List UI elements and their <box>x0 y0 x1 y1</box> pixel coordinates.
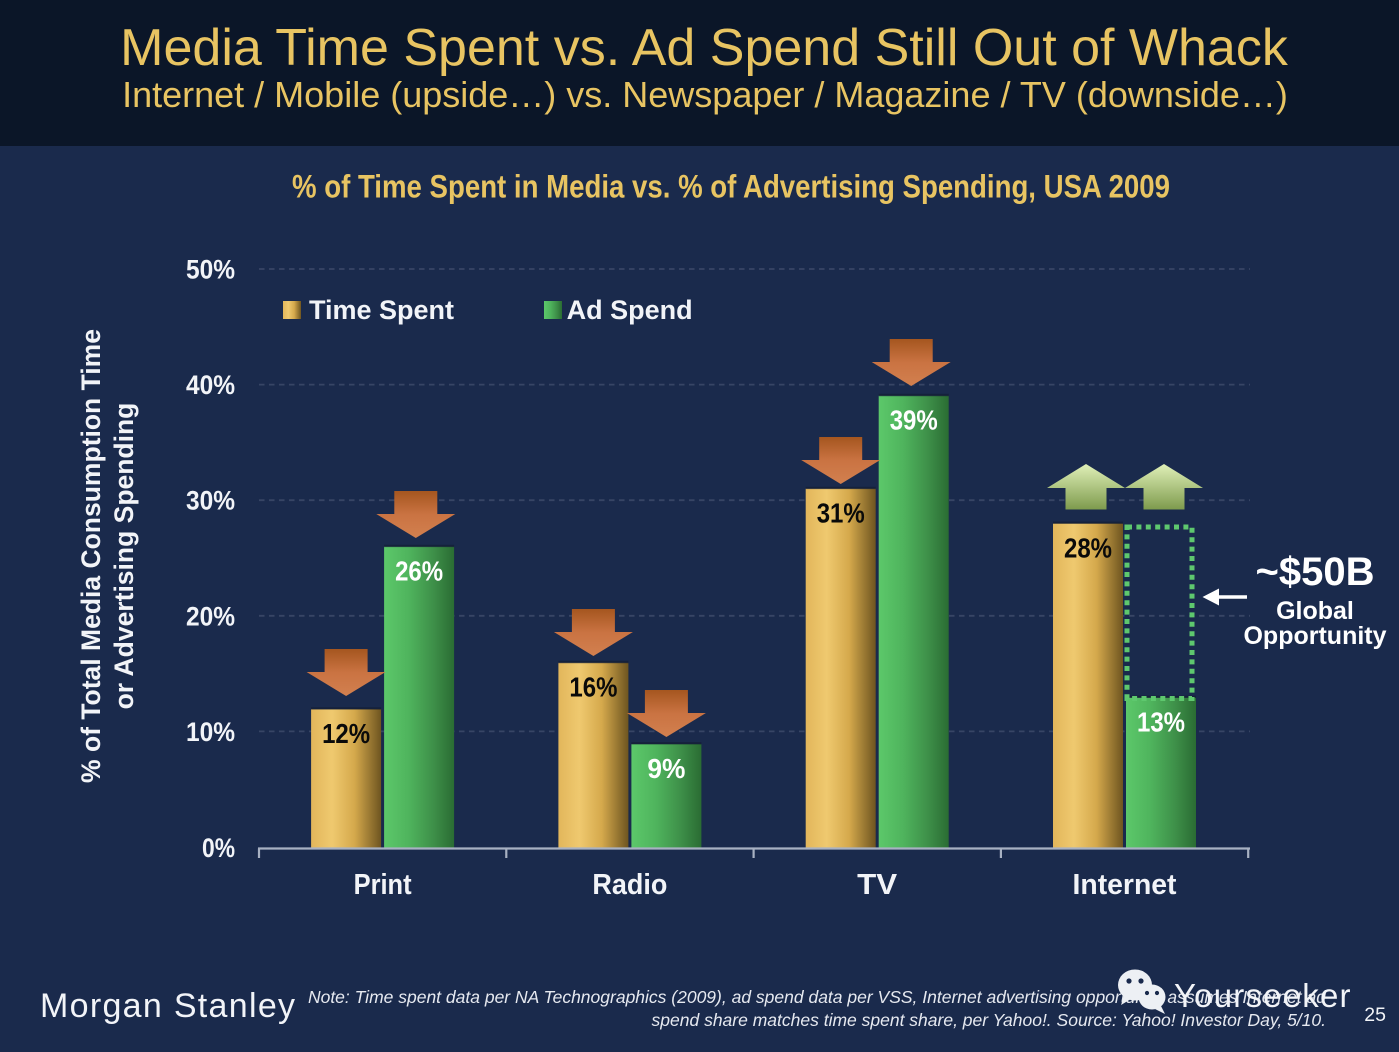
svg-text:Ad Spend: Ad Spend <box>567 295 693 325</box>
svg-text:Internet: Internet <box>1073 869 1177 901</box>
svg-text:13%: 13% <box>1137 707 1185 738</box>
svg-text:% of Time Spent in Media vs. %: % of Time Spent in Media vs. % of Advert… <box>292 169 1170 205</box>
svg-text:26%: 26% <box>395 556 443 587</box>
svg-text:Print: Print <box>354 869 412 901</box>
svg-text:30%: 30% <box>186 486 235 516</box>
svg-text:12%: 12% <box>322 718 370 749</box>
svg-text:28%: 28% <box>1064 532 1112 563</box>
svg-text:50%: 50% <box>186 255 235 285</box>
svg-text:9%: 9% <box>647 753 685 784</box>
svg-text:TV: TV <box>857 869 898 901</box>
svg-text:10%: 10% <box>186 717 235 747</box>
svg-text:40%: 40% <box>186 370 235 400</box>
svg-text:20%: 20% <box>186 601 235 631</box>
svg-text:39%: 39% <box>890 405 938 436</box>
svg-text:Time Spent: Time Spent <box>309 295 454 325</box>
svg-text:Radio: Radio <box>592 869 667 901</box>
svg-text:16%: 16% <box>569 672 617 703</box>
svg-text:0%: 0% <box>202 833 235 863</box>
svg-text:31%: 31% <box>817 498 865 529</box>
